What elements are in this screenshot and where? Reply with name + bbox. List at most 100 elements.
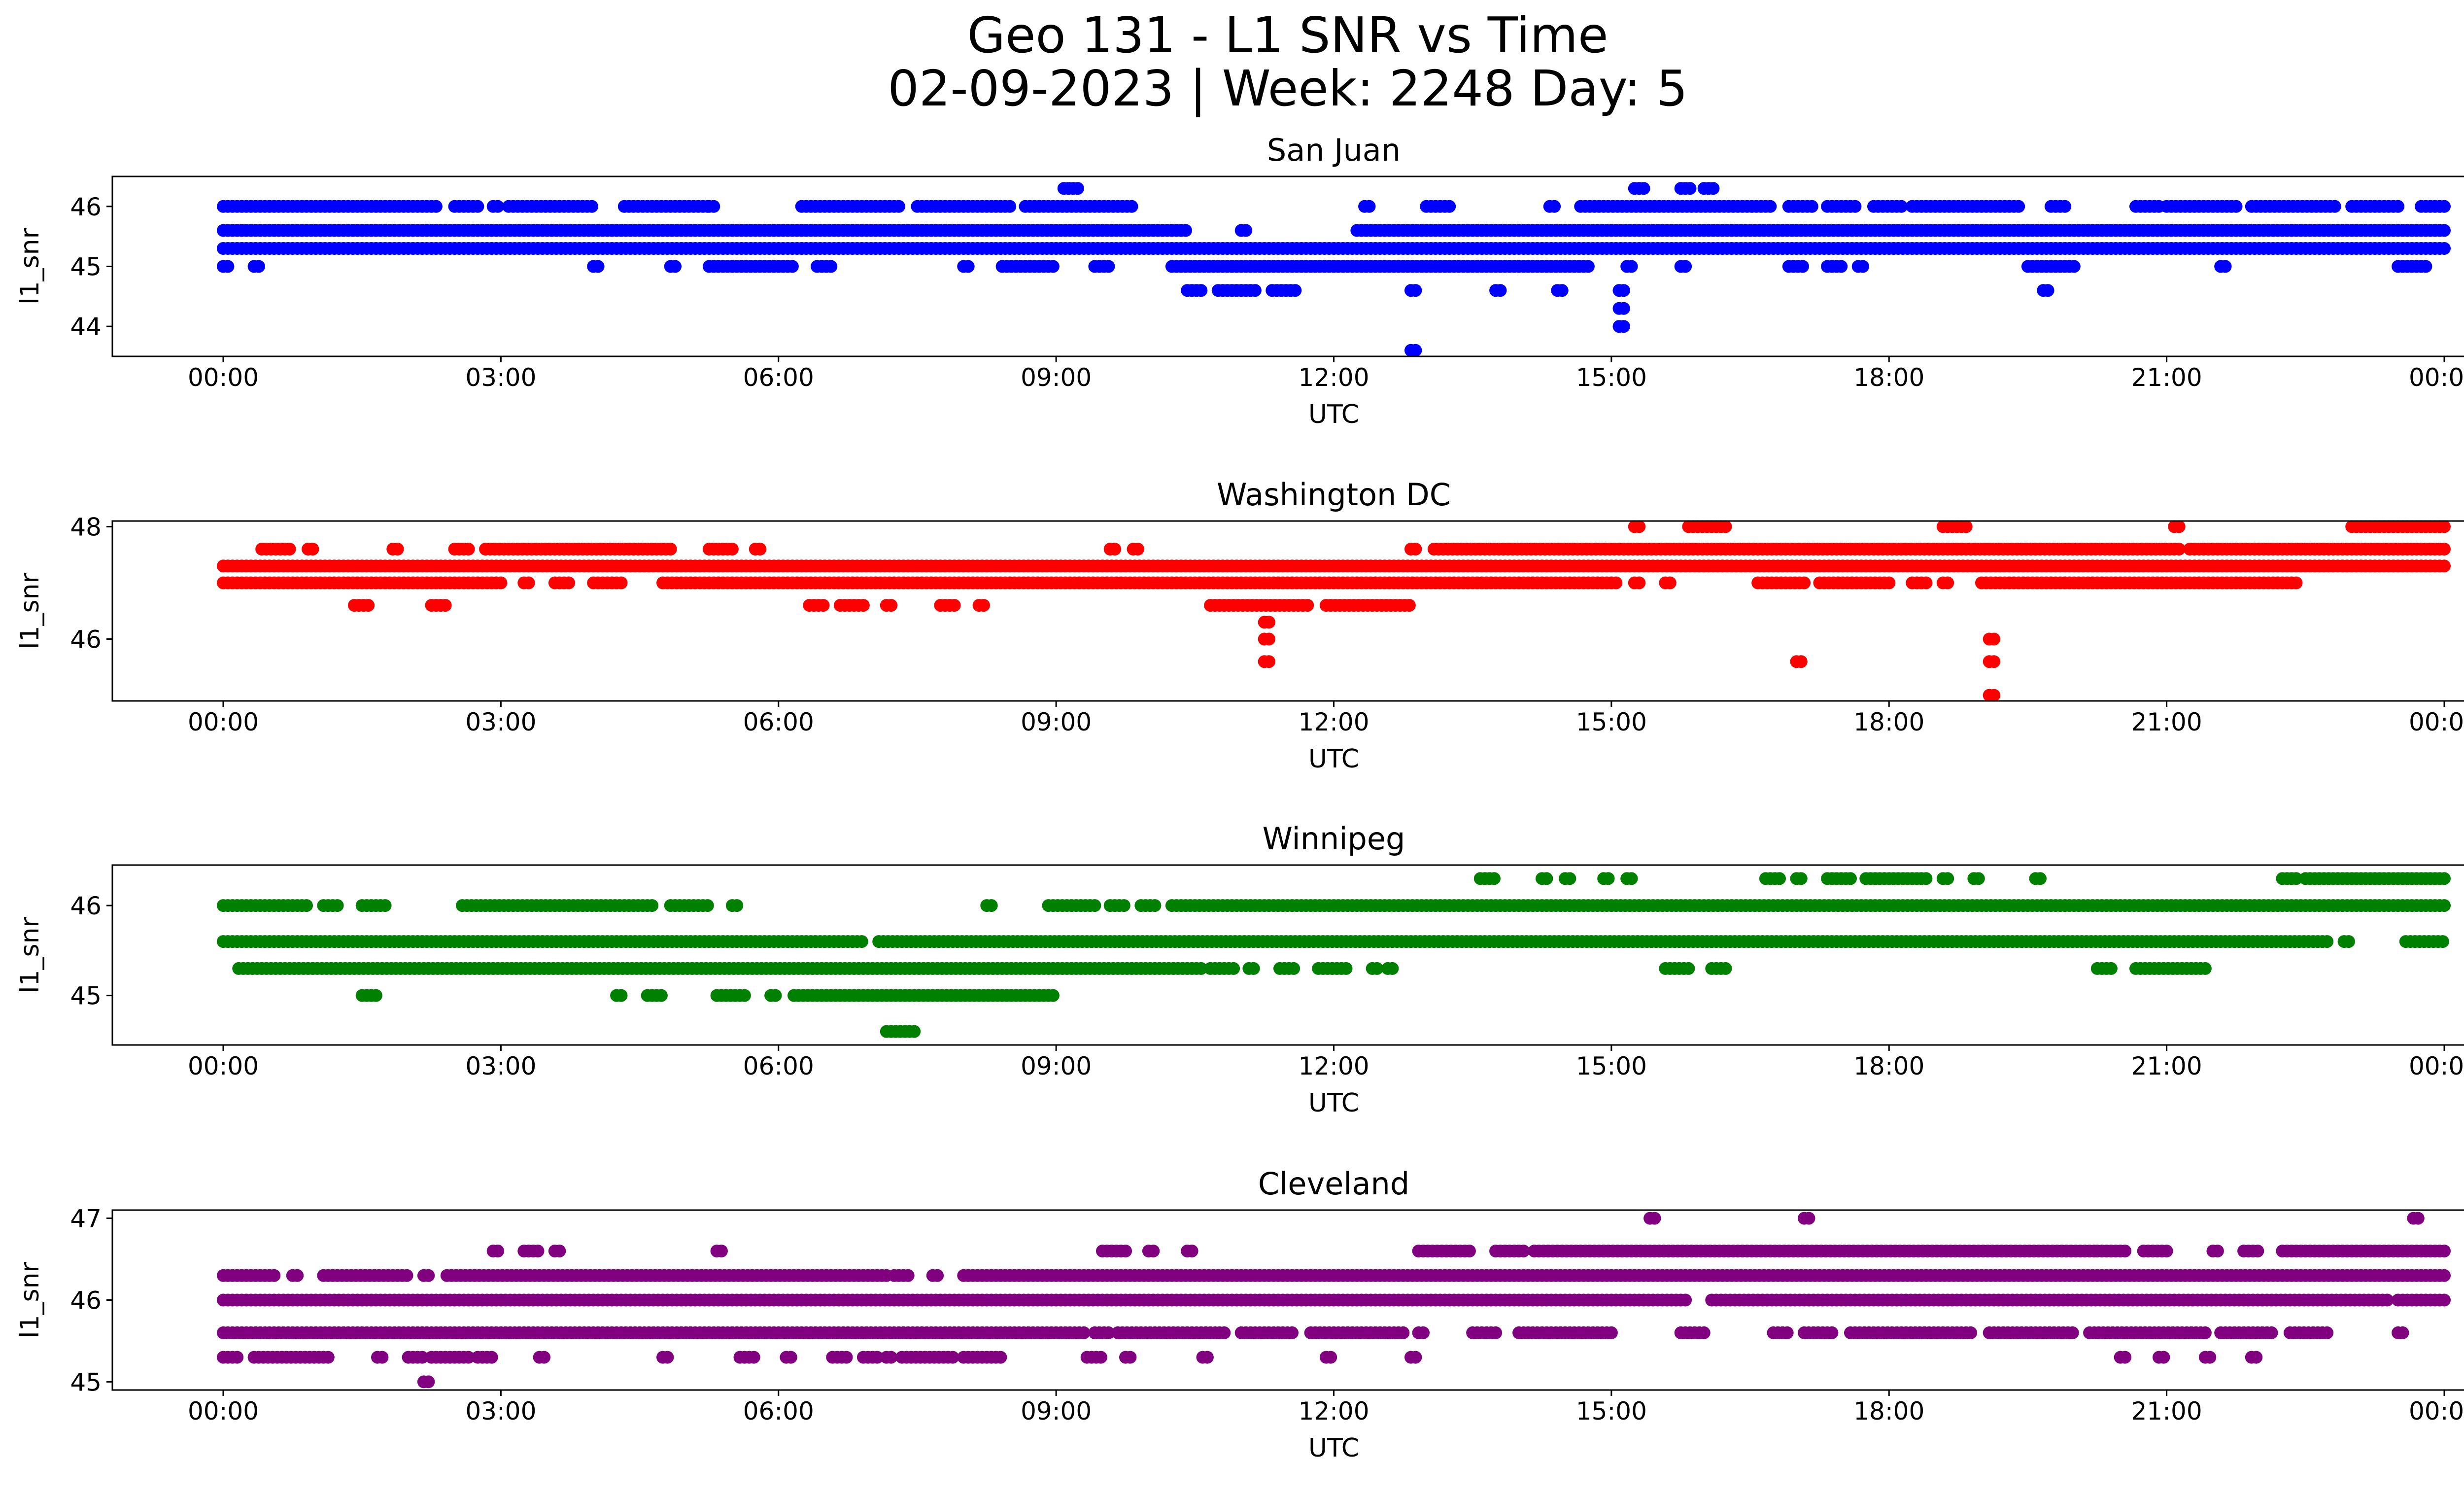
data-point xyxy=(1195,284,1208,297)
data-point xyxy=(1463,1245,1476,1257)
data-point xyxy=(753,543,767,556)
x-tick-label: 21:00 xyxy=(2131,708,2202,736)
data-point xyxy=(1617,302,1630,315)
data-point xyxy=(1609,576,1623,590)
x-tick-label: 03:00 xyxy=(465,1052,536,1080)
data-point xyxy=(1088,899,1101,912)
data-point xyxy=(1794,655,1808,668)
y-axis-label: l1_snr xyxy=(15,916,45,993)
data-point xyxy=(1339,962,1353,975)
data-point xyxy=(1494,284,1507,297)
x-tick-label: 18:00 xyxy=(1853,1052,1924,1080)
data-point xyxy=(439,599,452,612)
data-point xyxy=(1248,284,1262,297)
data-point xyxy=(1046,260,1060,273)
data-point xyxy=(1648,1212,1661,1225)
x-tick-label: 00:00 xyxy=(188,363,259,392)
figure-title-line1: Geo 131 - L1 SNR vs Time xyxy=(967,6,1608,64)
data-point xyxy=(1798,576,1811,590)
y-axis-label: l1_snr xyxy=(15,572,45,649)
data-point xyxy=(948,599,961,612)
subplot-title: Cleveland xyxy=(1258,1166,1409,1202)
data-point xyxy=(1773,872,1786,885)
data-point xyxy=(1102,260,1115,273)
data-point xyxy=(2058,200,2072,213)
data-point xyxy=(1239,224,1253,237)
data-point xyxy=(817,599,830,612)
x-tick-label: 15:00 xyxy=(1576,1052,1647,1080)
x-tick-label: 06:00 xyxy=(743,708,814,736)
data-point xyxy=(331,899,344,912)
data-point xyxy=(1987,655,2001,668)
data-point xyxy=(730,899,744,912)
data-point xyxy=(715,1245,728,1257)
data-point xyxy=(725,543,739,556)
data-point xyxy=(977,599,990,612)
data-point xyxy=(1794,872,1808,885)
data-point xyxy=(2438,872,2451,885)
data-point xyxy=(908,1025,921,1038)
data-point xyxy=(1764,200,1777,213)
data-point xyxy=(1633,520,1646,533)
data-point xyxy=(1443,200,1456,213)
x-tick-label: 09:00 xyxy=(1021,363,1092,392)
data-point xyxy=(2067,260,2081,273)
data-point xyxy=(1882,576,1896,590)
x-tick-label: 00:00 xyxy=(188,1052,259,1080)
data-point xyxy=(2438,543,2451,556)
data-point xyxy=(931,1269,944,1282)
data-point xyxy=(378,899,392,912)
data-point xyxy=(2328,200,2341,213)
subplot-title: San Juan xyxy=(1267,132,1401,168)
data-point xyxy=(664,543,677,556)
x-tick-label: 21:00 xyxy=(2131,1052,2202,1080)
data-point xyxy=(283,543,296,556)
data-point xyxy=(562,576,576,590)
data-point xyxy=(1409,344,1422,357)
data-point xyxy=(585,200,598,213)
data-point xyxy=(1263,616,1275,629)
x-tick-label: 15:00 xyxy=(1576,363,1647,392)
data-point xyxy=(1719,520,1732,533)
data-point xyxy=(1548,200,1561,213)
data-point xyxy=(2321,935,2334,948)
data-point xyxy=(1287,962,1300,975)
data-point xyxy=(985,899,998,912)
data-point xyxy=(531,1245,545,1257)
data-point xyxy=(738,989,751,1002)
x-tick-label: 12:00 xyxy=(1298,363,1369,392)
data-point xyxy=(2419,260,2432,273)
y-tick-label: 48 xyxy=(70,513,102,541)
x-tick-label: 00:00 xyxy=(2409,708,2464,736)
data-point xyxy=(1633,576,1646,590)
data-point xyxy=(1972,872,1985,885)
data-point xyxy=(2438,1245,2451,1257)
data-point xyxy=(1409,543,1422,556)
data-point xyxy=(646,899,659,912)
y-tick-label: 46 xyxy=(70,193,102,221)
y-axis-label: l1_snr xyxy=(15,228,45,305)
data-point xyxy=(701,899,714,912)
data-point xyxy=(1987,689,2001,702)
data-point xyxy=(2160,1245,2173,1257)
data-point xyxy=(491,200,505,213)
data-point xyxy=(2436,935,2449,948)
x-tick-label: 12:00 xyxy=(1298,1052,1369,1080)
x-tick-label: 15:00 xyxy=(1576,708,1647,736)
data-point xyxy=(1125,200,1138,213)
data-point xyxy=(2411,1212,2425,1225)
data-point xyxy=(2219,260,2232,273)
data-point xyxy=(391,543,404,556)
data-point xyxy=(2438,520,2451,533)
data-point xyxy=(221,260,235,273)
data-point xyxy=(2438,1269,2451,1282)
data-point xyxy=(400,1269,413,1282)
x-tick-label: 03:00 xyxy=(465,708,536,736)
data-point xyxy=(429,200,443,213)
data-series xyxy=(217,1212,2451,1389)
y-tick-label: 46 xyxy=(70,626,102,654)
data-point xyxy=(1289,284,1302,297)
data-point xyxy=(1563,872,1576,885)
